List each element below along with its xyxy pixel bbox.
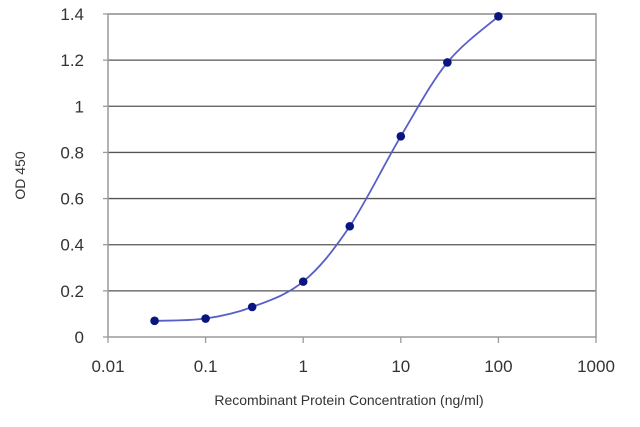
data-point xyxy=(494,12,503,21)
data-point xyxy=(201,314,210,323)
data-point xyxy=(150,316,159,326)
y-tick-label: 1 xyxy=(75,97,84,116)
data-point xyxy=(247,302,257,312)
series-line xyxy=(154,15,500,322)
data-point xyxy=(345,221,355,231)
x-axis-title: Recombinant Protein Concentration (ng/ml… xyxy=(214,392,483,408)
plot-frame xyxy=(107,13,597,338)
y-tick-label: 1.4 xyxy=(60,5,84,24)
y-tick-label: 0 xyxy=(75,328,84,347)
x-tick-label: 0.01 xyxy=(91,357,124,376)
grid-lines xyxy=(108,13,596,292)
data-point xyxy=(443,58,452,67)
axes: 0 0.2 0.4 0.6 0.8 1 1.2 1.4 0.01 0.1 1 10 100 1000 xyxy=(60,5,615,376)
data-point xyxy=(298,277,308,286)
x-tick-label: 10 xyxy=(391,357,410,376)
y-tick-label: 0.4 xyxy=(60,236,84,255)
x-tick-label: 1000 xyxy=(577,357,615,376)
series xyxy=(150,12,503,326)
y-tick-label: 1.2 xyxy=(60,51,84,70)
x-tick-label: 100 xyxy=(484,357,512,376)
data-point xyxy=(396,131,406,141)
y-tick-label: 0.6 xyxy=(60,190,84,209)
x-tick-label: 1 xyxy=(298,357,307,376)
y-tick-label: 0.2 xyxy=(60,282,84,301)
x-tick-label: 0.1 xyxy=(194,357,218,376)
y-axis-title: OD 450 xyxy=(12,151,28,199)
y-tick-label: 0.8 xyxy=(60,143,84,162)
